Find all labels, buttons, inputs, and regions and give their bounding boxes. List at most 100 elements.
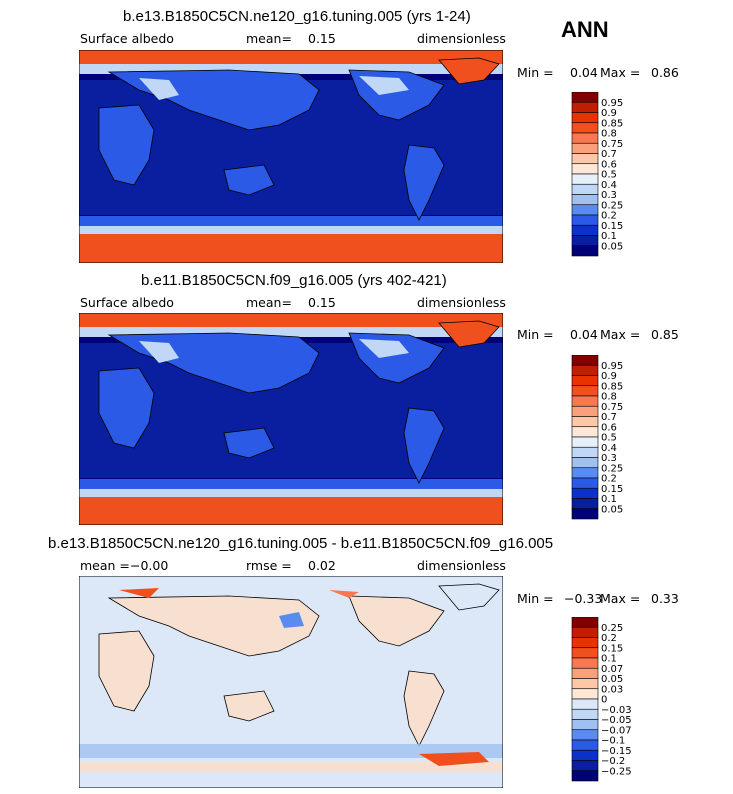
colorbar-label: 0.9 (601, 371, 617, 382)
colorbar-swatch (571, 719, 599, 731)
colorbar-swatch (571, 183, 599, 195)
colorbar-label: 0.8 (601, 392, 617, 403)
panel3-map (79, 576, 503, 788)
colorbar-swatch (571, 457, 599, 469)
colorbar-swatch (571, 637, 599, 649)
colorbar-swatch (571, 770, 599, 782)
panel3-colorbar: 0.250.20.150.10.070.050.030−0.03−0.05−0.… (571, 617, 632, 782)
colorbar-swatch (571, 375, 599, 387)
panel2-min-label: Min = (517, 327, 554, 342)
colorbar-swatch (571, 235, 599, 247)
panel3-max-value: 0.33 (651, 591, 679, 606)
colorbar-label: 0.8 (601, 129, 617, 140)
colorbar-swatch (571, 708, 599, 720)
colorbar-label: 0.1 (601, 654, 617, 665)
panel3-max-label: Max = (600, 591, 641, 606)
colorbar-swatch (571, 749, 599, 761)
panel2-units: dimensionless (417, 295, 506, 310)
colorbar-label: 0.95 (601, 98, 623, 109)
colorbar-swatch (571, 132, 599, 144)
colorbar-swatch (571, 163, 599, 175)
panel1-mean-value: 0.15 (308, 31, 336, 46)
colorbar-label: 0.1 (601, 494, 617, 505)
colorbar-swatch (571, 204, 599, 216)
panel1-map (79, 50, 503, 263)
colorbar-swatch (571, 678, 599, 690)
colorbar-swatch (571, 467, 599, 479)
colorbar-label: 0.6 (601, 422, 617, 433)
panel3-units: dimensionless (417, 558, 506, 573)
panel3-title: b.e13.B1850C5CN.ne120_g16.tuning.005 - b… (48, 535, 554, 552)
colorbar-label: 0.2 (601, 633, 617, 644)
colorbar-swatch (571, 426, 599, 438)
colorbar-label: 0.25 (601, 623, 623, 634)
colorbar-swatch (571, 405, 599, 417)
colorbar-swatch (571, 385, 599, 397)
colorbar-swatch (571, 122, 599, 134)
panel2-mean-label: mean= (246, 295, 292, 310)
panel1-mean-label: mean= (246, 31, 292, 46)
panel2-map (79, 313, 503, 525)
panel2-mean-value: 0.15 (308, 295, 336, 310)
colorbar-swatch (571, 739, 599, 751)
colorbar-label: 0.85 (601, 381, 623, 392)
panel1-max-label: Max = (600, 65, 641, 80)
colorbar-label: −0.07 (601, 725, 632, 736)
panel2-colorbar: 0.950.90.850.80.750.70.60.50.40.30.250.2… (571, 355, 623, 520)
colorbar-label: 0.2 (601, 211, 617, 222)
colorbar-label: −0.03 (601, 705, 632, 716)
colorbar-swatch (571, 364, 599, 376)
colorbar-label: −0.25 (601, 766, 632, 777)
colorbar-swatch (571, 173, 599, 185)
colorbar-label: 0.5 (601, 433, 617, 444)
colorbar-swatch (571, 395, 599, 407)
panel1-min-value: 0.04 (570, 65, 598, 80)
panel3-min-label: Min = (517, 591, 554, 606)
colorbar-label: 0.85 (601, 118, 623, 129)
colorbar-swatch (571, 142, 599, 154)
colorbar-label: 0.75 (601, 139, 623, 150)
colorbar-swatch (571, 760, 599, 772)
colorbar-swatch (571, 112, 599, 124)
panel3-rmse-value: 0.02 (308, 558, 336, 573)
colorbar-label: 0.4 (601, 180, 617, 191)
colorbar-label: 0.4 (601, 443, 617, 454)
panel3-mean-value: −0.00 (130, 558, 169, 573)
panel2-title: b.e11.B1850C5CN.f09_g16.005 (yrs 402-421… (141, 272, 447, 289)
panel1-min-label: Min = (517, 65, 554, 80)
colorbar-label: 0.05 (601, 504, 623, 515)
colorbar-swatch (571, 688, 599, 700)
colorbar-label: 0.9 (601, 108, 617, 119)
colorbar-swatch (571, 214, 599, 226)
colorbar-label: 0.15 (601, 221, 623, 232)
panel2-max-value: 0.85 (651, 327, 679, 342)
colorbar-swatch (571, 224, 599, 236)
colorbar-label: 0.15 (601, 484, 623, 495)
colorbar-swatch (571, 416, 599, 428)
colorbar-swatch (571, 667, 599, 679)
colorbar-label: 0.25 (601, 463, 623, 474)
colorbar-swatch (571, 194, 599, 206)
colorbar-swatch (571, 698, 599, 710)
colorbar-label: 0.3 (601, 190, 617, 201)
colorbar-swatch (571, 436, 599, 448)
colorbar-swatch (571, 647, 599, 659)
panel1-colorbar: 0.950.90.850.80.750.70.60.50.40.30.250.2… (571, 92, 623, 257)
colorbar-swatch (571, 101, 599, 113)
colorbar-swatch (571, 508, 599, 520)
panel2-min-value: 0.04 (570, 327, 598, 342)
colorbar-swatch (571, 487, 599, 499)
colorbar-swatch (571, 355, 599, 366)
colorbar-label: −0.1 (601, 736, 625, 747)
panel3-rmse-label: rmse = (246, 558, 292, 573)
colorbar-label: 0.05 (601, 674, 623, 685)
colorbar-label: 0.7 (601, 149, 617, 160)
colorbar-label: 0.07 (601, 664, 623, 675)
colorbar-label: 0.2 (601, 474, 617, 485)
colorbar-label: −0.05 (601, 715, 632, 726)
colorbar-label: 0.75 (601, 402, 623, 413)
colorbar-label: −0.2 (601, 756, 625, 767)
colorbar-label: 0.6 (601, 159, 617, 170)
colorbar-label: 0.03 (601, 684, 623, 695)
panel1-title: b.e13.B1850C5CN.ne120_g16.tuning.005 (yr… (123, 8, 471, 25)
